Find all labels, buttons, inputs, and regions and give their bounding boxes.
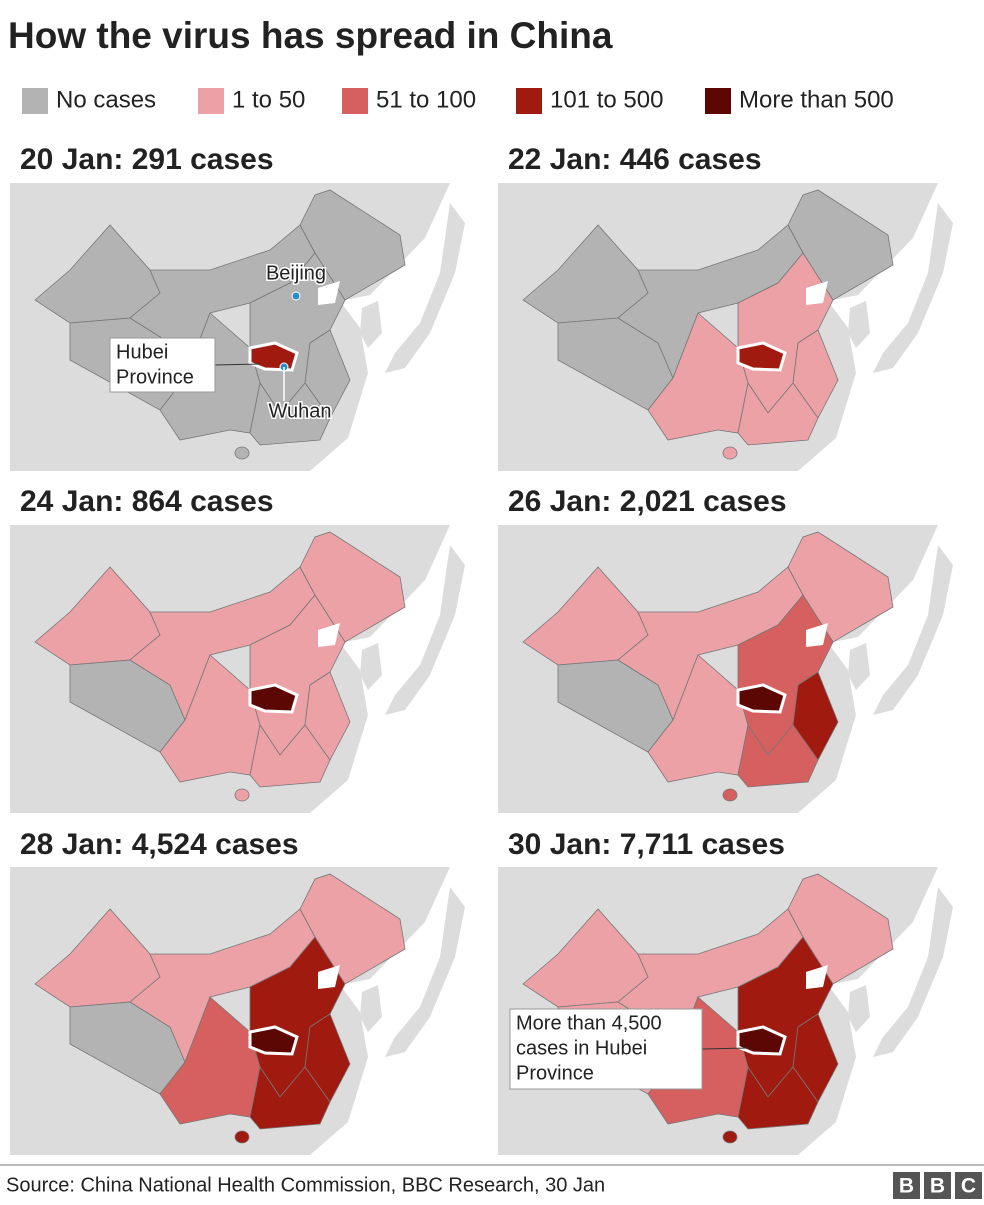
bohai-sea: [318, 623, 340, 647]
bohai-sea: [806, 281, 828, 305]
province-region: [249, 723, 331, 788]
korea: [360, 985, 382, 1032]
callout-text: More than 4,500: [516, 1012, 662, 1034]
panel-title: 28 Jan: 4,524 cases: [20, 828, 299, 861]
bohai-sea: [318, 281, 340, 305]
panels: 20 Jan: 291 cases Beijing Wuhan Hubei Provin…: [10, 143, 965, 1155]
bohai-sea: [318, 965, 340, 989]
map: [10, 525, 477, 813]
hainan: [722, 446, 738, 460]
japan: [385, 203, 465, 373]
legend-swatch: [705, 88, 731, 114]
title: How the virus has spread in China: [8, 15, 613, 56]
hainan: [722, 1130, 738, 1144]
sea: [798, 183, 965, 471]
leader: [701, 1047, 749, 1050]
province-region: [736, 341, 787, 372]
source: Source: China National Health Commission…: [6, 1174, 605, 1196]
map: [10, 867, 477, 1155]
legend-label: 51 to 100: [376, 86, 476, 113]
hainan: [234, 788, 250, 802]
city-label: Beijing: [266, 262, 326, 284]
panel-title: 24 Jan: 864 cases: [20, 485, 274, 518]
japan: [873, 545, 953, 715]
korea: [848, 985, 870, 1032]
sea: [798, 525, 965, 813]
province-region: [736, 1025, 787, 1056]
korea: [848, 301, 870, 348]
hainan: [722, 788, 738, 802]
legend-label: 101 to 500: [550, 86, 663, 113]
sea: [310, 525, 477, 813]
panel-title: 20 Jan: 291 cases: [20, 143, 274, 176]
callout-text: Province: [116, 366, 194, 388]
province-region: [249, 1065, 331, 1130]
hainan: [234, 446, 250, 460]
bohai-sea: [806, 965, 828, 989]
province-region: [737, 1065, 819, 1130]
callout-text: Hubei: [116, 341, 168, 363]
japan: [385, 887, 465, 1057]
logo-box: [893, 1172, 920, 1199]
callout-text: Province: [516, 1062, 594, 1084]
map: More than 4,500 cases in Hubei Province: [498, 867, 965, 1155]
japan: [385, 545, 465, 715]
korea: [360, 643, 382, 690]
hainan: [234, 1130, 250, 1144]
logo-box: [924, 1172, 951, 1199]
province-region: [249, 381, 331, 446]
japan: [873, 203, 953, 373]
map: Beijing Wuhan Hubei Province: [10, 183, 477, 471]
map: [498, 183, 965, 471]
legend-swatch: [198, 88, 224, 114]
logo-letter: B: [930, 1175, 945, 1198]
leader: [214, 363, 261, 366]
bohai-sea: [806, 623, 828, 647]
callout-box: [109, 337, 216, 393]
japan: [873, 887, 953, 1057]
logo-box: [955, 1172, 982, 1199]
sea: [310, 183, 477, 471]
city-label: Wuhan: [268, 400, 331, 422]
panel-title: 26 Jan: 2,021 cases: [508, 485, 787, 518]
province-region: [248, 1025, 299, 1056]
city-dot: [291, 291, 301, 301]
panel-title: 22 Jan: 446 cases: [508, 143, 762, 176]
map: [498, 525, 965, 813]
legend-label: 1 to 50: [232, 86, 305, 113]
legend-swatch: [342, 88, 368, 114]
province-region: [248, 683, 299, 714]
province-region: [737, 381, 819, 446]
legend-label: No cases: [56, 86, 156, 113]
legend-label: More than 500: [739, 86, 894, 113]
legend: No cases 1 to 50 51 to 100 101 to 500 More t…: [22, 86, 894, 114]
province-region: [737, 723, 819, 788]
legend-swatch: [22, 88, 48, 114]
panel-title: 30 Jan: 7,711 cases: [508, 828, 785, 861]
sea: [310, 867, 477, 1155]
sea: [798, 867, 965, 1155]
province-region: [736, 683, 787, 714]
korea: [360, 301, 382, 348]
callout-box: [509, 1008, 703, 1090]
logo-letter: B: [899, 1175, 914, 1198]
logo-letter: C: [961, 1175, 976, 1198]
legend-swatch: [516, 88, 542, 114]
korea: [848, 643, 870, 690]
callout-text: cases in Hubei: [516, 1037, 647, 1059]
